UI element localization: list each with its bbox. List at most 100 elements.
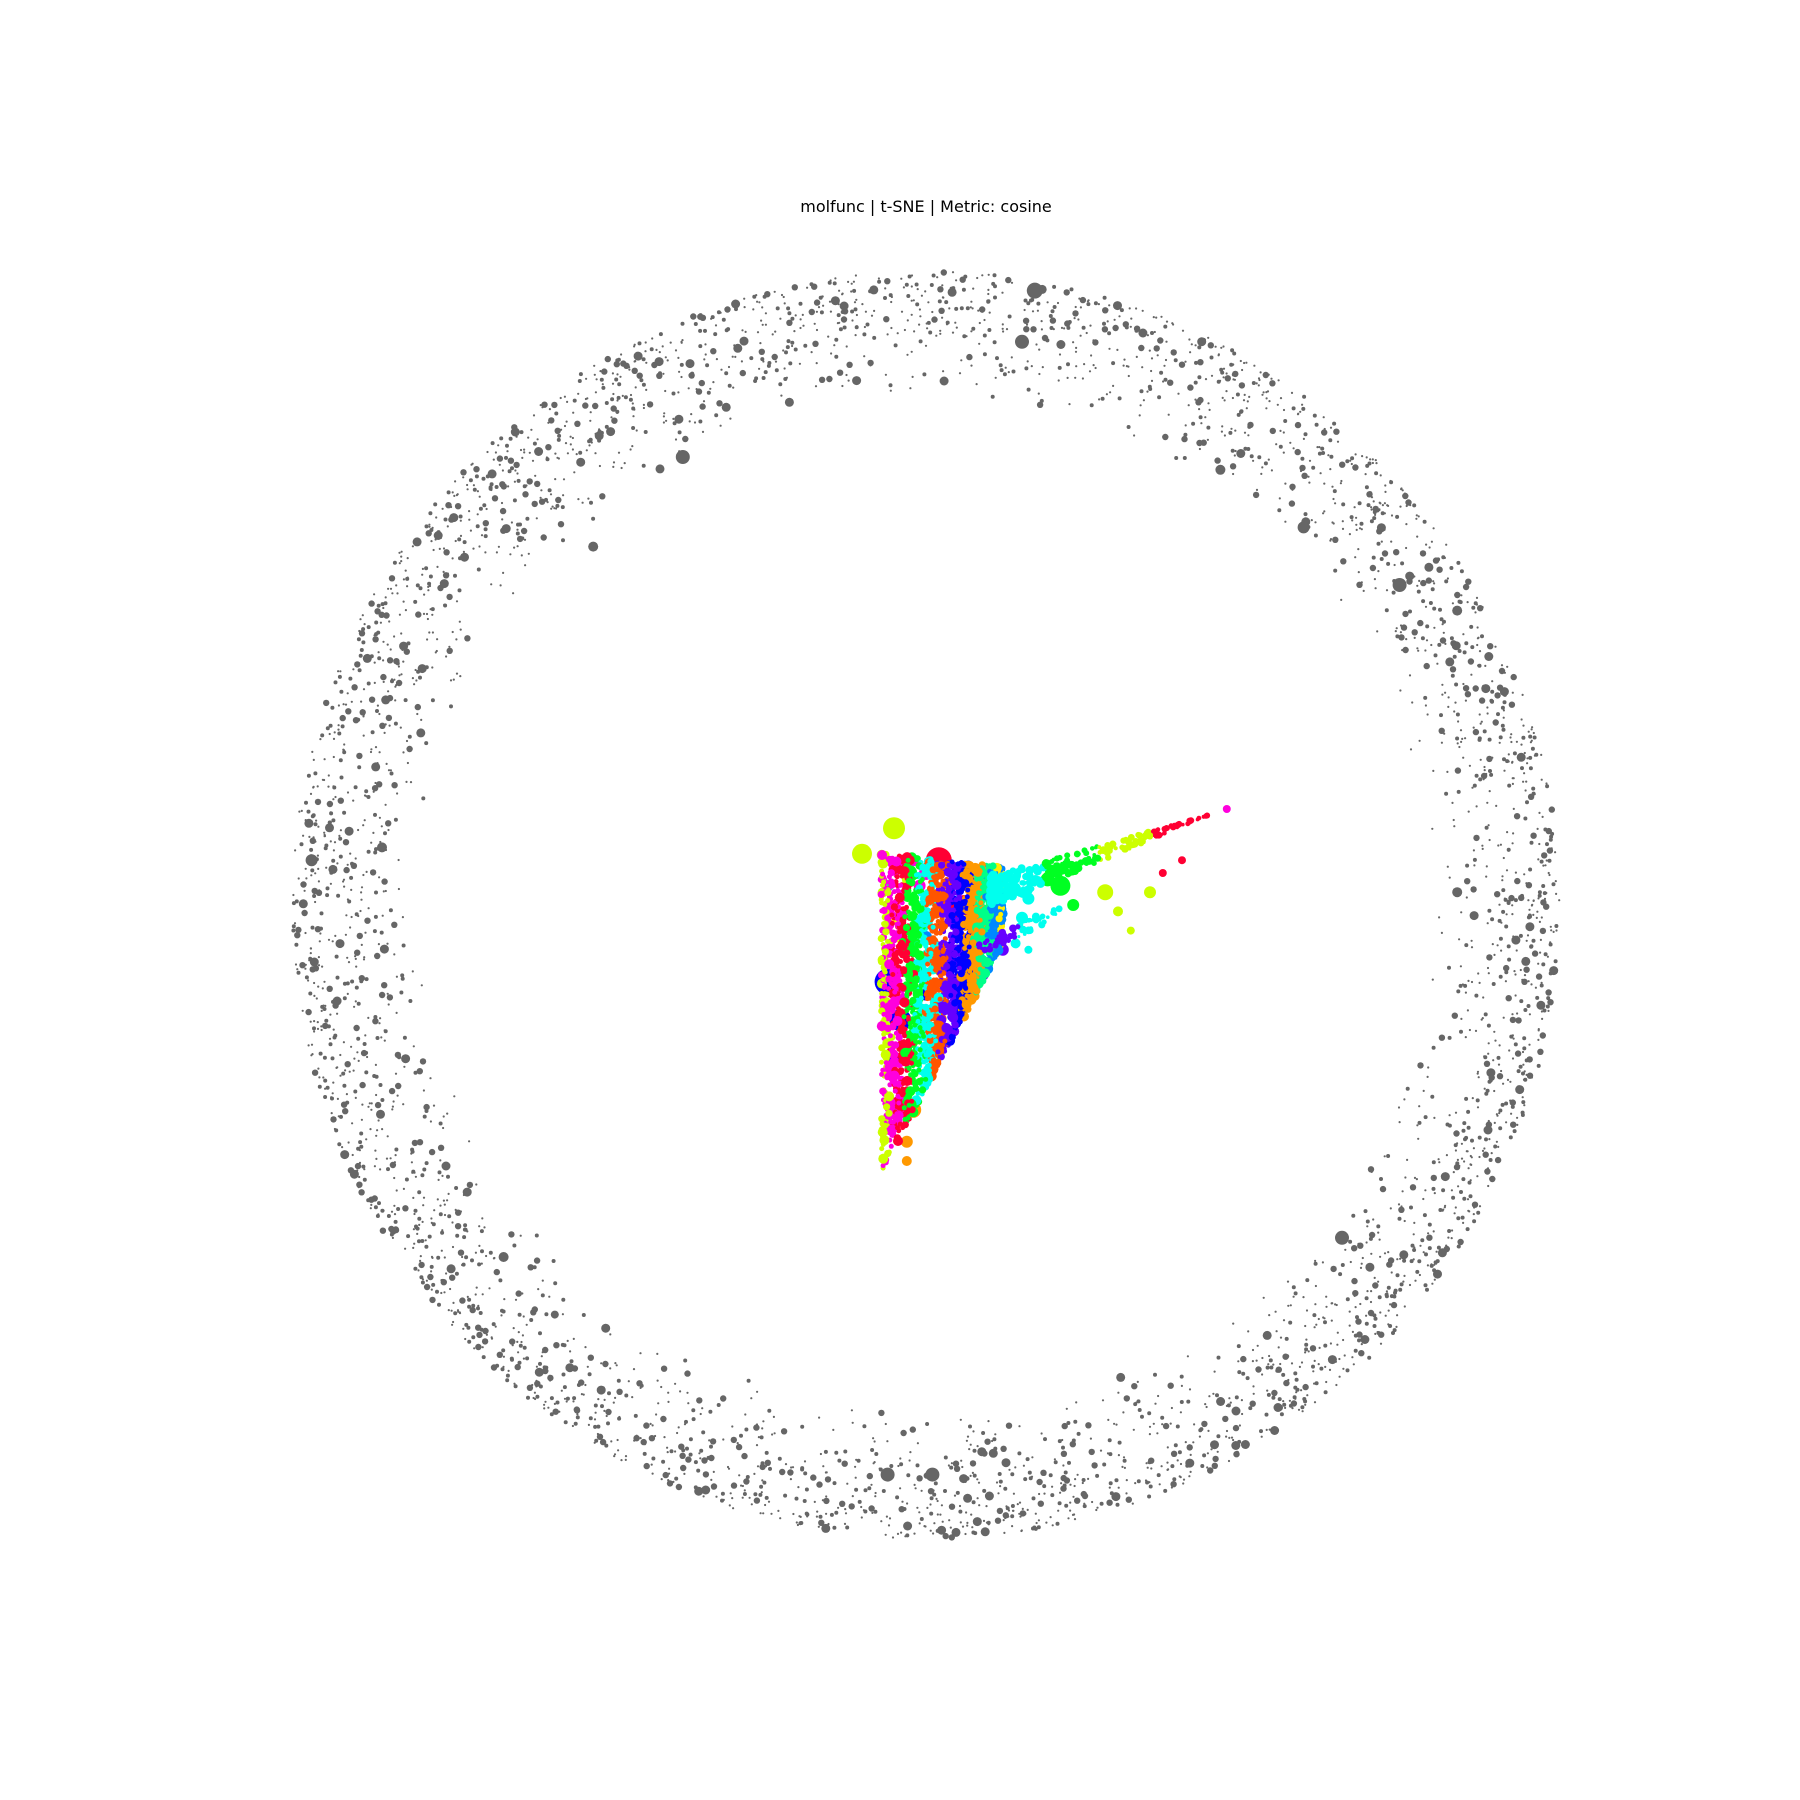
scatter-point bbox=[1014, 1466, 1017, 1469]
scatter-point bbox=[902, 286, 906, 289]
scatter-point bbox=[354, 1096, 357, 1099]
scatter-point bbox=[1478, 713, 1481, 716]
scatter-point bbox=[587, 497, 590, 500]
scatter-point bbox=[1456, 1216, 1461, 1221]
scatter-point bbox=[500, 501, 504, 505]
scatter-point bbox=[366, 1055, 369, 1059]
scatter-point bbox=[569, 435, 572, 438]
scatter-point bbox=[1369, 1300, 1373, 1304]
scatter-point bbox=[1072, 1495, 1075, 1498]
scatter-point bbox=[852, 843, 872, 864]
scatter-point bbox=[906, 353, 909, 356]
scatter-point bbox=[421, 573, 424, 576]
scatter-point bbox=[868, 1505, 875, 1512]
scatter-point bbox=[346, 791, 350, 794]
scatter-point bbox=[518, 1343, 523, 1348]
scatter-point bbox=[1417, 1259, 1422, 1264]
scatter-point bbox=[841, 1460, 848, 1467]
scatter-point bbox=[506, 450, 509, 453]
scatter-point bbox=[792, 1512, 795, 1516]
scatter-point bbox=[332, 996, 342, 1006]
scatter-point bbox=[322, 1022, 329, 1030]
scatter-point bbox=[1518, 933, 1523, 938]
scatter-point bbox=[680, 375, 683, 379]
scatter-point bbox=[1338, 1272, 1343, 1277]
scatter-point bbox=[1333, 568, 1338, 573]
scatter-point bbox=[770, 1512, 773, 1515]
scatter-point bbox=[1010, 281, 1014, 284]
scatter-point bbox=[317, 985, 320, 988]
scatter-point bbox=[649, 1422, 652, 1425]
scatter-point bbox=[1432, 1268, 1437, 1273]
scatter-point bbox=[384, 596, 387, 599]
scatter-point bbox=[512, 1243, 517, 1248]
scatter-point bbox=[480, 1262, 483, 1265]
scatter-point bbox=[357, 668, 362, 673]
scatter-point bbox=[437, 1170, 442, 1175]
scatter-point bbox=[606, 428, 610, 431]
scatter-point bbox=[1478, 650, 1482, 653]
scatter-point bbox=[1259, 371, 1262, 374]
scatter-point bbox=[1193, 380, 1198, 385]
scatter-point bbox=[1339, 482, 1342, 485]
scatter-point bbox=[1053, 1460, 1058, 1465]
scatter-point bbox=[1233, 454, 1236, 457]
scatter-point bbox=[877, 277, 881, 280]
scatter-point bbox=[493, 1268, 500, 1276]
scatter-point bbox=[521, 456, 524, 459]
scatter-point bbox=[1383, 1155, 1386, 1158]
scatter-point bbox=[477, 1262, 482, 1267]
scatter-point bbox=[307, 979, 310, 982]
scatter-point bbox=[1459, 965, 1462, 968]
scatter-point bbox=[1132, 1428, 1135, 1431]
scatter-point bbox=[982, 1488, 987, 1493]
scatter-point bbox=[535, 517, 538, 520]
scatter-point bbox=[891, 1536, 895, 1539]
scatter-point bbox=[1336, 1331, 1339, 1334]
scatter-point bbox=[1409, 1259, 1414, 1264]
scatter-point bbox=[551, 505, 554, 508]
scatter-point bbox=[848, 1503, 855, 1510]
scatter-point bbox=[923, 1525, 926, 1528]
scatter-point bbox=[1194, 360, 1198, 365]
scatter-point bbox=[404, 1247, 407, 1250]
scatter-point bbox=[1522, 1046, 1527, 1051]
scatter-point bbox=[1506, 1078, 1510, 1081]
scatter-point bbox=[1527, 913, 1532, 918]
scatter-point bbox=[324, 1018, 329, 1023]
scatter-point bbox=[539, 404, 542, 407]
scatter-point bbox=[549, 1396, 554, 1401]
scatter-point bbox=[427, 585, 430, 589]
scatter-point bbox=[1476, 1070, 1480, 1073]
scatter-point bbox=[1058, 353, 1062, 356]
scatter-point bbox=[1487, 1042, 1490, 1045]
scatter-point bbox=[1051, 1485, 1054, 1488]
scatter-point bbox=[1374, 587, 1377, 590]
scatter-point bbox=[1300, 1389, 1303, 1392]
scatter-point bbox=[1194, 344, 1197, 347]
scatter-point bbox=[664, 389, 667, 393]
scatter-point bbox=[895, 1495, 900, 1500]
scatter-point bbox=[1296, 413, 1300, 416]
scatter-point bbox=[1376, 541, 1381, 546]
scatter-point bbox=[999, 1485, 1002, 1488]
scatter-point bbox=[987, 292, 990, 296]
scatter-point bbox=[445, 1272, 448, 1275]
scatter-point bbox=[940, 269, 947, 276]
scatter-point bbox=[1458, 1164, 1461, 1167]
scatter-point bbox=[1378, 1238, 1381, 1241]
scatter-point bbox=[520, 527, 528, 535]
scatter-point bbox=[612, 1401, 615, 1404]
scatter-point bbox=[516, 478, 521, 483]
scatter-point bbox=[910, 299, 913, 302]
scatter-point bbox=[980, 1527, 990, 1537]
scatter-point bbox=[1515, 740, 1518, 743]
scatter-point bbox=[1465, 896, 1468, 899]
scatter-point bbox=[1461, 737, 1464, 741]
scatter-point bbox=[1452, 654, 1457, 659]
scatter-point bbox=[1095, 1508, 1098, 1512]
scatter-point bbox=[480, 534, 484, 537]
scatter-point bbox=[440, 1279, 443, 1282]
scatter-point bbox=[1321, 451, 1326, 455]
scatter-point bbox=[685, 1447, 689, 1450]
